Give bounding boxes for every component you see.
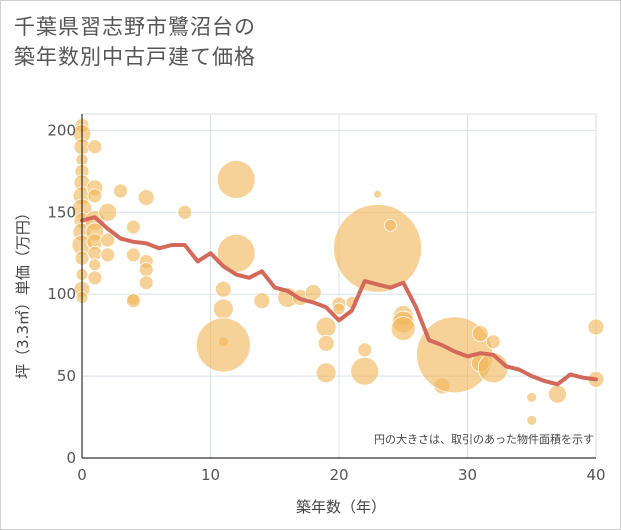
data-bubble <box>373 189 382 199</box>
y-axis-title: 坪（3.3㎡）単価（万円） <box>14 205 32 379</box>
data-bubble <box>87 245 103 261</box>
data-bubble <box>350 356 380 386</box>
data-bubble <box>87 270 103 286</box>
data-bubble <box>390 316 416 341</box>
trend-line <box>80 215 598 387</box>
data-bubble <box>87 188 103 204</box>
data-bubble <box>315 316 337 338</box>
data-bubble <box>212 298 234 320</box>
data-bubble <box>548 384 567 404</box>
data-bubble <box>88 258 102 272</box>
data-bubble <box>87 139 103 155</box>
data-bubble <box>138 262 154 278</box>
data-bubble <box>587 318 605 336</box>
data-bubble <box>485 334 501 350</box>
data-bubble <box>526 414 538 426</box>
data-bubble <box>125 293 141 309</box>
grid-lines <box>81 113 597 459</box>
data-bubble <box>125 247 141 263</box>
x-tick-labels: 0 10 20 30 40 <box>77 466 605 484</box>
data-bubble <box>304 284 322 301</box>
data-bubble <box>315 362 337 384</box>
data-bubble <box>138 275 154 291</box>
y-tick-label: 150 <box>47 203 76 221</box>
data-bubble <box>526 391 538 403</box>
data-bubble <box>125 219 141 235</box>
x-tick-label: 30 <box>458 466 477 484</box>
y-tick-label: 200 <box>47 121 76 139</box>
data-bubble <box>100 232 116 248</box>
data-bubble <box>253 292 271 310</box>
data-bubble <box>195 317 251 373</box>
x-tick-label: 20 <box>329 466 348 484</box>
data-bubble <box>113 183 128 199</box>
x-axis-title: 築年数（年） <box>296 498 386 516</box>
chart-title-line-1: 千葉県習志野市鷺沼台の <box>14 15 256 39</box>
data-bubble <box>332 302 346 316</box>
data-bubble <box>137 189 155 206</box>
x-tick-label: 0 <box>77 466 87 484</box>
data-bubble <box>357 342 373 358</box>
size-note: 円の大きさは、取引のあった物件面積を示す <box>374 432 594 446</box>
y-tick-label: 0 <box>66 449 76 467</box>
data-bubble <box>471 325 489 342</box>
bubble-layer <box>71 118 605 426</box>
data-bubble <box>333 203 422 293</box>
data-bubble <box>383 218 397 232</box>
data-bubble <box>317 334 335 352</box>
axes <box>81 114 596 459</box>
x-tick-label: 40 <box>586 466 605 484</box>
y-tick-label: 50 <box>57 367 76 385</box>
y-tick-labels: 0 50 100 150 200 <box>47 121 76 467</box>
x-tick-label: 10 <box>201 466 220 484</box>
y-tick-label: 100 <box>47 285 76 303</box>
chart-title: 千葉県習志野市鷺沼台の 築年数別中古戸建て価格 <box>14 12 256 72</box>
data-bubble <box>100 247 116 263</box>
data-bubble <box>216 160 256 199</box>
trend-line-layer <box>80 215 598 387</box>
data-bubble <box>177 204 193 220</box>
chart-title-line-2: 築年数別中古戸建て価格 <box>14 45 256 69</box>
data-bubble <box>98 202 118 222</box>
data-bubble <box>214 280 232 298</box>
